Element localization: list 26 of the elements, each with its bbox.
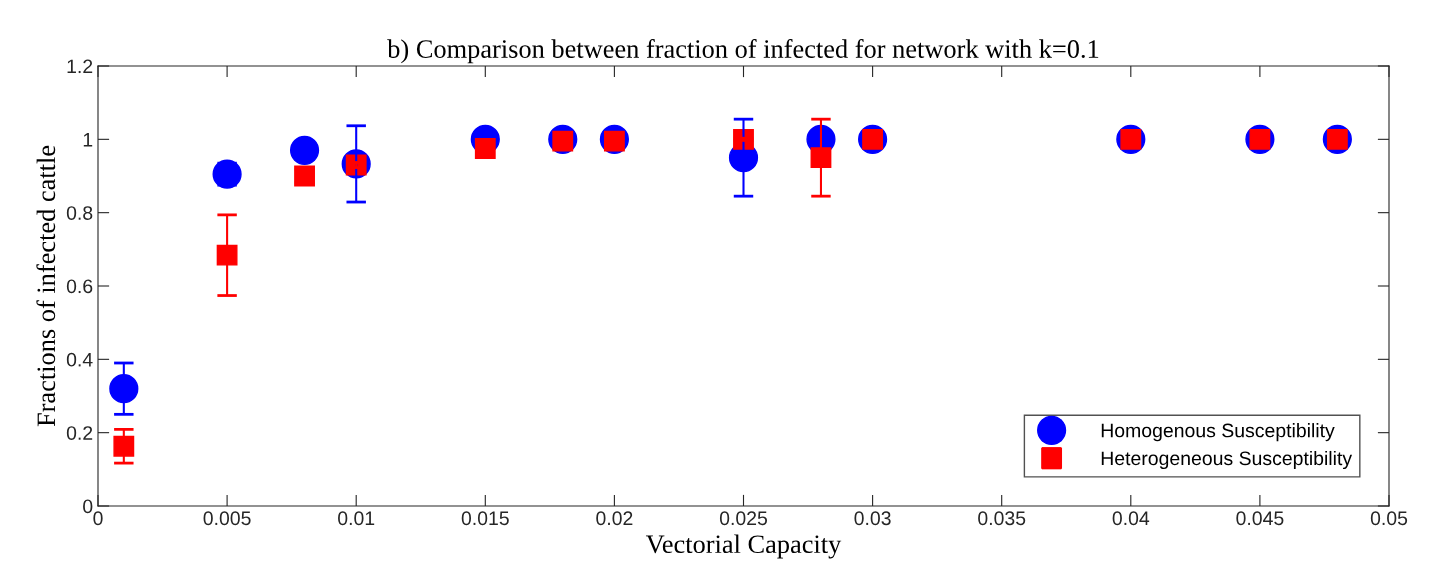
x-tick-label: 0.01 bbox=[338, 511, 375, 526]
x-tick-label: 0 bbox=[93, 511, 103, 526]
point bbox=[113, 435, 135, 457]
y-tick-label: 1 bbox=[83, 133, 93, 147]
y-tick-label: 1.2 bbox=[67, 59, 93, 74]
x-tick-label: 0.04 bbox=[1112, 511, 1150, 526]
y-axis-title: Fractions of infected cattle bbox=[36, 145, 56, 427]
x-tick-label: 0.035 bbox=[978, 511, 1026, 526]
legend-label: Heterogeneous Susceptibility bbox=[1101, 450, 1353, 470]
x-tick-label: 0.015 bbox=[461, 511, 509, 526]
legend-label: Homogenous Susceptibility bbox=[1101, 423, 1335, 442]
y-tick-label: 0.8 bbox=[66, 206, 93, 220]
chart-title: b) Comparison between fraction of infected for network with k=0.1 bbox=[387, 39, 1099, 64]
x-axis-title: Vectorial Capacity bbox=[645, 534, 842, 559]
y-tick-label: 0.6 bbox=[66, 279, 93, 294]
y-tick-label: 0.4 bbox=[66, 352, 93, 367]
x-tick-label: 0.03 bbox=[854, 511, 891, 526]
point bbox=[109, 374, 139, 404]
y-tick-label: 0.2 bbox=[66, 426, 93, 440]
x-tick-label: 0.045 bbox=[1236, 511, 1284, 526]
x-tick-label: 0.05 bbox=[1370, 511, 1408, 526]
y-tick-label: 0 bbox=[83, 499, 93, 514]
x-tick-label: 0.005 bbox=[203, 511, 251, 526]
x-tick-label: 0.02 bbox=[596, 511, 633, 526]
x-tick-label: 0.025 bbox=[719, 511, 768, 526]
point bbox=[216, 244, 238, 266]
